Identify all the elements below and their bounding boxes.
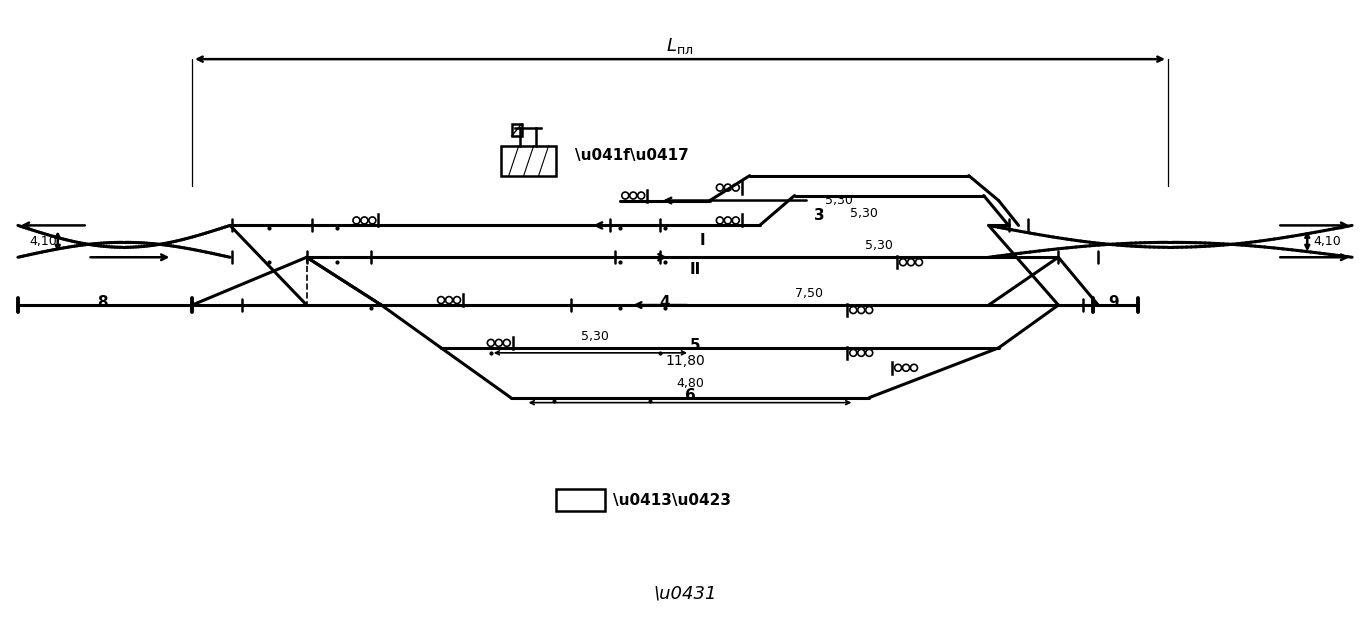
Bar bbox=[555, 489, 606, 511]
Text: I: I bbox=[701, 233, 706, 249]
Text: \u0413\u0423: \u0413\u0423 bbox=[613, 493, 731, 508]
Text: \u041f\u0417: \u041f\u0417 bbox=[576, 148, 690, 163]
Text: 7,50: 7,50 bbox=[795, 287, 824, 300]
Bar bbox=[500, 146, 555, 176]
Text: 11,80: 11,80 bbox=[665, 354, 705, 368]
Bar bbox=[511, 124, 522, 136]
Text: $L_{\rm пл}$: $L_{\rm пл}$ bbox=[666, 36, 694, 56]
Text: 5: 5 bbox=[690, 338, 701, 353]
Text: 5,30: 5,30 bbox=[581, 330, 609, 343]
Text: 4: 4 bbox=[659, 295, 670, 310]
Text: 5,30: 5,30 bbox=[850, 207, 879, 221]
Text: 4,10: 4,10 bbox=[29, 235, 56, 248]
Text: 6: 6 bbox=[684, 387, 695, 403]
Text: 4,80: 4,80 bbox=[676, 377, 703, 390]
Text: 5,30: 5,30 bbox=[865, 239, 893, 252]
Text: 9: 9 bbox=[1108, 295, 1119, 310]
Text: 5,30: 5,30 bbox=[825, 193, 853, 207]
Text: 8: 8 bbox=[97, 295, 108, 310]
Text: \u0431: \u0431 bbox=[653, 584, 717, 603]
Text: 4,10: 4,10 bbox=[1313, 235, 1341, 248]
Text: 3: 3 bbox=[814, 209, 825, 223]
Text: II: II bbox=[690, 262, 701, 277]
